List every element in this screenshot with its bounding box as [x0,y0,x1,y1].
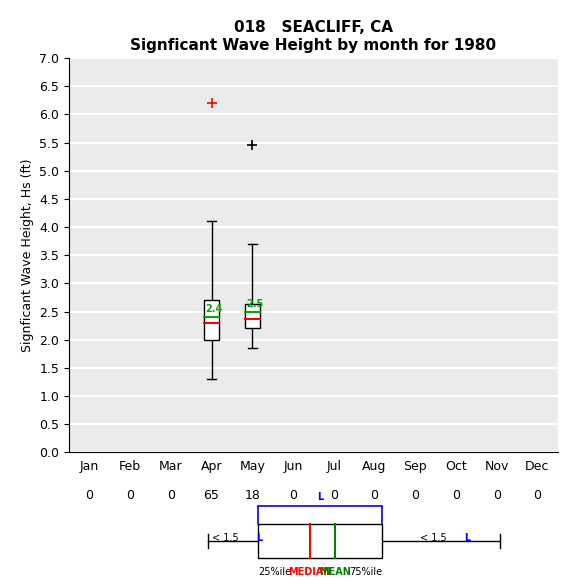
Text: MEAN: MEAN [319,567,351,578]
Text: 0: 0 [411,488,419,502]
Title: 018   SEACLIFF, CA
Signficant Wave Height by month for 1980: 018 SEACLIFF, CA Signficant Wave Height … [131,20,496,53]
Text: 0: 0 [289,488,297,502]
Text: < 1.5: < 1.5 [420,532,450,543]
Text: 25%ile: 25%ile [258,567,291,578]
Text: 2.4: 2.4 [205,304,223,314]
Text: 0: 0 [126,488,134,502]
Text: 0: 0 [167,488,175,502]
Text: 0: 0 [493,488,501,502]
Text: L: L [317,492,323,502]
Text: MEDIAN: MEDIAN [289,567,332,578]
Text: 75%ile: 75%ile [349,567,382,578]
Text: 0: 0 [534,488,542,502]
Text: 0: 0 [370,488,378,502]
Text: < 1.5: < 1.5 [212,532,242,543]
Bar [244,304,260,328]
Text: 0: 0 [329,488,338,502]
Text: 65: 65 [204,488,220,502]
Text: L: L [256,532,262,543]
Text: 18: 18 [244,488,260,502]
Bar [258,524,382,558]
Y-axis label: Signficant Wave Height, Hs (ft): Signficant Wave Height, Hs (ft) [21,158,34,352]
Text: 0: 0 [85,488,93,502]
Bar [204,300,219,340]
Text: L: L [464,532,470,543]
Text: 2.5: 2.5 [246,299,263,309]
Text: 0: 0 [452,488,460,502]
